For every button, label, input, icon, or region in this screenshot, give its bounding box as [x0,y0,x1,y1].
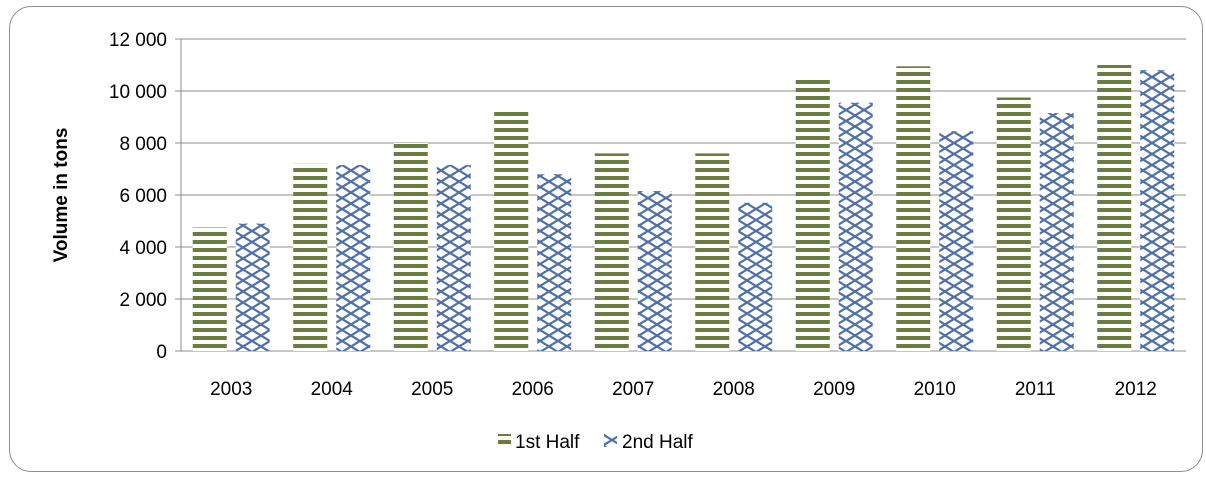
y-tick-label: 12 000 [109,30,167,51]
bar-2nd-half-2006 [537,174,572,351]
y-tick-label: 2 000 [119,290,167,311]
y-tick-label: 4 000 [119,238,167,259]
x-tick-label: 2012 [1115,379,1157,400]
bar-2nd-half-2009 [838,102,873,351]
y-tick-label: 10 000 [109,82,167,103]
y-axis-label: Volume in tons [51,128,72,263]
bar-2nd-half-2008 [738,202,773,351]
y-tick-label: 6 000 [119,186,167,207]
x-tick-label: 2008 [713,379,755,400]
x-tick-label: 2005 [411,379,453,400]
bar-2nd-half-2012 [1140,70,1175,351]
x-tick-label: 2004 [311,379,354,400]
x-tick-label: 2010 [914,379,956,400]
bar-2nd-half-2011 [1039,113,1074,351]
legend-item-1st-half: 1st Half [498,432,580,453]
x-tick-label: 2003 [210,379,252,400]
bar-2nd-half-2007 [637,191,672,351]
bar-1st-half-2012 [1097,65,1132,351]
bar-2nd-half-2003 [235,223,270,351]
bar-2nd-half-2005 [436,165,471,351]
bar-2nd-half-2010 [939,131,974,351]
bar-1st-half-2010 [896,66,931,352]
legend: 1st Half 2nd Half [498,432,693,453]
y-tick-label: 8 000 [119,134,167,155]
legend-label: 2nd Half [622,432,693,453]
bar-2nd-half-2004 [336,165,371,351]
bar-1st-half-2003 [192,227,227,351]
y-tick-label: 0 [156,342,167,363]
legend-label: 1st Half [515,432,580,453]
x-tick-label: 2009 [813,379,855,400]
bar-1st-half-2007 [594,153,629,351]
bar-1st-half-2006 [494,109,529,351]
bar-1st-half-2005 [393,143,428,351]
bar-1st-half-2004 [293,163,328,351]
x-tick-label: 2011 [1015,379,1056,400]
legend-item-2nd-half: 2nd Half [604,432,693,453]
bar-1st-half-2011 [996,97,1031,351]
x-tick-label: 2007 [612,379,654,400]
x-tick-label: 2006 [512,379,554,400]
bar-1st-half-2009 [795,78,830,351]
bar-1st-half-2008 [695,153,730,351]
